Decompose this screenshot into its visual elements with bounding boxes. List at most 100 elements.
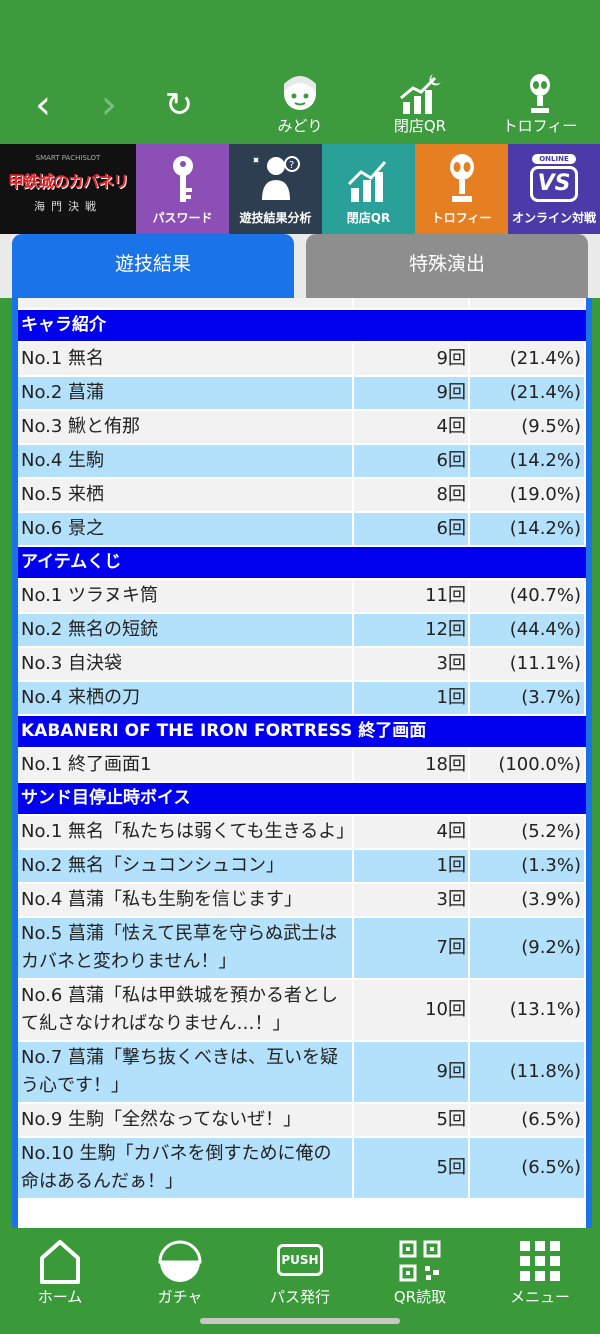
row-percent: (19.0%): [470, 479, 584, 511]
bottom-nav-pass[interactable]: PUSH パス発行: [250, 1236, 350, 1308]
table-row: No.10 生駒「カバネを倒すために俺の命はあるんだぁ！」 5回 (6.5%): [18, 1138, 586, 1198]
top-nav-trophy[interactable]: トロフィー: [490, 72, 590, 138]
chart-moon-icon: [341, 152, 397, 206]
game-logo[interactable]: SMART PACHISLOT 甲鉄城のカバネリ 海門決戦: [0, 144, 136, 234]
top-nav-label: みどり: [277, 117, 323, 135]
menu-tile-label: パスワード: [152, 211, 213, 225]
row-count: 6回: [354, 513, 468, 545]
row-name: No.5 来栖: [18, 479, 352, 511]
row-percent: (44.4%): [470, 614, 584, 646]
tab-play-result[interactable]: 遊技結果: [12, 234, 294, 298]
row-percent: (6.5%): [470, 1104, 584, 1136]
table-row: No.4 生駒 6回 (14.2%): [18, 445, 586, 477]
table-row: No.2 無名「シュコンシュコン」 1回 (1.3%): [18, 850, 586, 882]
chart-moon-icon: [395, 72, 445, 116]
home-indicator[interactable]: [200, 1318, 400, 1324]
alien-trophy-icon: [515, 72, 565, 116]
menu-tile-online-battle[interactable]: ONLINE VS オンライン対戦: [508, 144, 600, 234]
bottom-nav-gacha[interactable]: ガチャ: [130, 1236, 230, 1308]
row-name: No.4 生駒: [18, 445, 352, 477]
table-row: No.7 菖蒲「撃ち抜くべきは、互いを疑う心です！」 9回 (11.8%): [18, 1042, 586, 1102]
row-percent: (1.3%): [470, 850, 584, 882]
row-name: No.4 菖蒲「私も生駒を信じます」: [18, 884, 352, 916]
push-badge: PUSH: [277, 1244, 323, 1276]
row-count: 11回: [354, 580, 468, 612]
menu-tile-trophy[interactable]: トロフィー: [415, 144, 508, 234]
row-percent: (11.1%): [470, 648, 584, 680]
row-percent: (14.2%): [470, 445, 584, 477]
menu-tile-label: トロフィー: [431, 211, 492, 225]
top-nav-midori[interactable]: みどり: [250, 72, 350, 138]
bottom-nav-menu[interactable]: メニュー: [490, 1236, 590, 1308]
top-nav-label: 閉店QR: [393, 117, 447, 135]
table-row: No.2 菖蒲 9回 (21.4%): [18, 377, 586, 409]
result-panel[interactable]: キャラ紹介 No.1 無名 9回 (21.4%) No.2 菖蒲 9回 (21.4%) No.…: [12, 298, 592, 1228]
table-row: No.1 ツラヌキ筒 11回 (40.7%): [18, 580, 586, 612]
row-name: No.2 無名の短銃: [18, 614, 352, 646]
table-row: No.6 景之 6回 (14.2%): [18, 513, 586, 545]
table-row: [18, 298, 586, 308]
menu-tile-label: 遊技結果分析: [239, 211, 312, 225]
row-percent: (21.4%): [470, 377, 584, 409]
table-row: No.1 無名「私たちは弱くても生きるよ」 4回 (5.2%): [18, 816, 586, 848]
vs-text: VS: [530, 166, 578, 202]
key-icon: [155, 152, 211, 206]
refresh-icon: ↻: [164, 85, 194, 125]
row-name: No.9 生駒「全然なってないぜ！」: [18, 1104, 352, 1136]
row-count: 9回: [354, 1042, 468, 1102]
logo-subtitle: 海門決戦: [34, 200, 102, 213]
bottom-nav-label: QR読取: [393, 1288, 447, 1306]
row-count: 5回: [354, 1104, 468, 1136]
table-row: No.1 無名 9回 (21.4%): [18, 343, 586, 375]
bottom-nav-home[interactable]: ホーム: [10, 1236, 110, 1308]
section-header: アイテムくじ: [18, 547, 586, 578]
row-percent: (3.7%): [470, 682, 584, 714]
tab-bar: 遊技結果 特殊演出: [0, 234, 600, 298]
top-nav-label: トロフィー: [502, 117, 578, 135]
refresh-button[interactable]: ↻: [154, 80, 204, 130]
menu-tile-label: 閉店QR: [346, 211, 391, 225]
row-count: 9回: [354, 377, 468, 409]
menu-tile-label: オンライン対戦: [511, 211, 596, 225]
menu-tile-closing-qr[interactable]: 閉店QR: [322, 144, 415, 234]
character-face-icon: [275, 72, 325, 116]
row-name: No.2 無名「シュコンシュコン」: [18, 850, 352, 882]
table-row: No.4 菖蒲「私も生駒を信じます」 3回 (3.9%): [18, 884, 586, 916]
bottom-nav-qr[interactable]: QR読取: [370, 1236, 470, 1308]
row-percent: (21.4%): [470, 343, 584, 375]
top-toolbar: ‹ › ↻ みどり 閉店QR トロフィー: [0, 0, 600, 144]
result-sections: キャラ紹介 No.1 無名 9回 (21.4%) No.2 菖蒲 9回 (21.4%) No.…: [18, 310, 586, 1198]
tab-special-effects[interactable]: 特殊演出: [306, 234, 588, 298]
row-count: 7回: [354, 918, 468, 978]
menu-tile-password[interactable]: パスワード: [136, 144, 229, 234]
chevron-right-icon: ›: [101, 82, 117, 128]
row-name: No.1 ツラヌキ筒: [18, 580, 352, 612]
table-row: No.5 来栖 8回 (19.0%): [18, 479, 586, 511]
menu-tile-analysis[interactable]: ? 遊技結果分析: [229, 144, 322, 234]
table-row: No.2 無名の短銃 12回 (44.4%): [18, 614, 586, 646]
table-row: No.3 鰍と侑那 4回 (9.5%): [18, 411, 586, 443]
row-percent: (40.7%): [470, 580, 584, 612]
row-name: No.10 生駒「カバネを倒すために俺の命はあるんだぁ！」: [18, 1138, 352, 1198]
alien-trophy-icon: [434, 152, 490, 206]
table-row: No.6 菖蒲「私は甲鉄城を預かる者として糺さなければなりません…！」 10回 (1…: [18, 980, 586, 1040]
back-button[interactable]: ‹: [18, 80, 68, 130]
table-row: No.1 終了画面1 18回 (100.0%): [18, 749, 586, 781]
row-count: 12回: [354, 614, 468, 646]
logo-small-text: SMART PACHISLOT: [35, 154, 101, 162]
svg-text:?: ?: [289, 160, 294, 171]
feature-menu-strip: SMART PACHISLOT 甲鉄城のカバネリ 海門決戦 パスワード ? 遊技…: [0, 144, 600, 234]
row-count: 1回: [354, 682, 468, 714]
row-percent: (9.5%): [470, 411, 584, 443]
logo-title: 甲鉄城のカバネリ: [7, 172, 129, 191]
bottom-nav-label: ガチャ: [157, 1288, 203, 1306]
row-percent: (3.9%): [470, 884, 584, 916]
row-name: No.1 無名「私たちは弱くても生きるよ」: [18, 816, 354, 848]
forward-button[interactable]: ›: [84, 80, 134, 130]
row-name: No.1 無名: [18, 343, 352, 375]
row-count: 4回: [354, 411, 468, 443]
row-count: 6回: [354, 445, 468, 477]
section-header: キャラ紹介: [18, 310, 586, 341]
top-nav-closing-qr[interactable]: 閉店QR: [370, 72, 470, 138]
row-count: 10回: [354, 980, 468, 1040]
